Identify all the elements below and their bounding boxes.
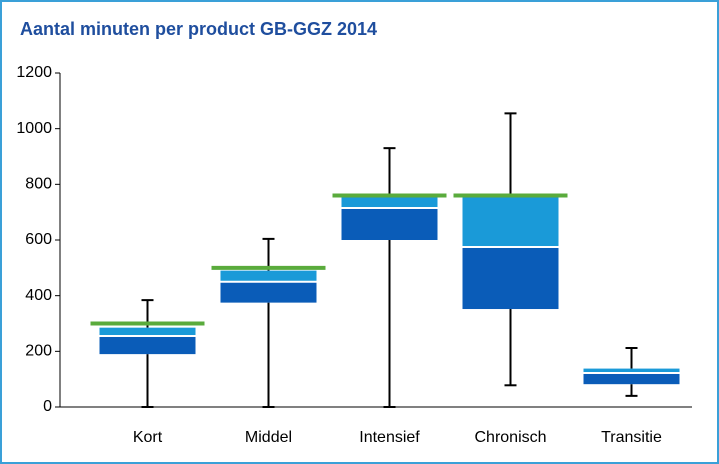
box-lower — [583, 373, 680, 385]
box-lower — [220, 281, 317, 303]
x-tick-label: Transitie — [601, 429, 662, 446]
y-tick-label: 800 — [25, 176, 52, 193]
x-tick-label: Kort — [133, 429, 163, 446]
x-tick-label: Chronisch — [474, 429, 546, 446]
box-upper — [99, 327, 196, 337]
x-tick-label: Middel — [245, 429, 292, 446]
y-tick-label: 1200 — [16, 64, 52, 81]
y-tick-label: 1000 — [16, 120, 52, 137]
box-upper — [462, 196, 559, 247]
box-upper — [220, 270, 317, 282]
box-lower — [99, 336, 196, 355]
x-tick-label: Intensief — [359, 429, 420, 446]
y-tick-label: 200 — [25, 343, 52, 360]
y-tick-label: 400 — [25, 287, 52, 304]
box-upper — [583, 368, 680, 374]
box-lower — [462, 246, 559, 310]
box-lower — [341, 207, 438, 240]
chart-title: Aantal minuten per product GB-GGZ 2014 — [20, 19, 377, 39]
y-tick-label: 0 — [43, 398, 52, 415]
y-tick-label: 600 — [25, 231, 52, 248]
box-upper — [341, 195, 438, 208]
